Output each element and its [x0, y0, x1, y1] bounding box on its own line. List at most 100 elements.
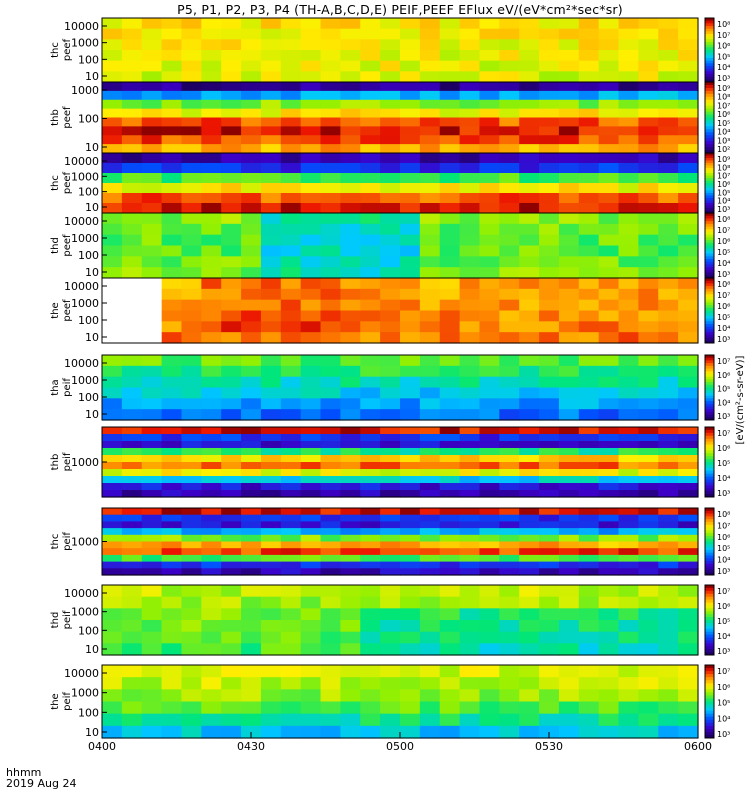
heatmap-cell	[658, 135, 679, 145]
heatmap-cell	[300, 469, 322, 477]
heatmap-cell	[201, 528, 222, 536]
heatmap-cell	[578, 528, 600, 536]
heatmap-cell	[300, 483, 322, 491]
heatmap-cell	[439, 476, 461, 484]
heatmap-cell	[419, 554, 441, 563]
heatmap-cell	[201, 713, 222, 727]
heatmap-cell	[121, 490, 143, 498]
heatmap-cell	[161, 310, 183, 322]
heatmap-cell	[320, 163, 341, 174]
heatmap-cell	[280, 310, 302, 322]
heatmap-cell	[658, 50, 679, 62]
heatmap-cell	[161, 541, 183, 549]
colorbar-swatch	[705, 147, 714, 151]
heatmap-cell	[658, 39, 679, 51]
y-tick-label: 10000	[64, 587, 99, 600]
colorbar-swatch	[705, 438, 714, 443]
colorbar-swatch	[705, 223, 714, 228]
heatmap-cell	[539, 267, 560, 279]
heatmap-cell	[102, 18, 123, 30]
heatmap-cell	[141, 448, 163, 456]
heatmap-cell	[221, 321, 242, 333]
heatmap-cell	[300, 541, 322, 549]
heatmap-cell	[300, 71, 322, 83]
heatmap-cell	[638, 18, 659, 30]
heatmap-cell	[360, 409, 381, 421]
heatmap-cell	[300, 153, 322, 164]
heatmap-cell	[539, 203, 560, 214]
heatmap-cell	[181, 448, 202, 456]
heatmap-cell	[578, 321, 600, 333]
heatmap-cell	[499, 448, 520, 456]
heatmap-cell	[121, 448, 143, 456]
heatmap-cell	[241, 608, 262, 621]
y-tick-label: 100	[78, 314, 99, 327]
heatmap-cell	[181, 90, 202, 101]
heatmap-cell	[638, 554, 659, 563]
panel-label: peif	[62, 378, 73, 397]
heatmap-cell	[658, 665, 679, 678]
colorbar-tick-label: 10⁵	[717, 188, 730, 197]
heatmap-cell	[340, 234, 361, 247]
heatmap-cell	[678, 223, 699, 236]
colorbar-swatch	[705, 530, 714, 534]
heatmap-cell	[141, 462, 163, 470]
heatmap-cell	[380, 299, 401, 312]
heatmap-cell	[439, 508, 461, 516]
heatmap-cell	[419, 18, 441, 30]
heatmap-cell	[678, 689, 699, 703]
colorbar-swatch	[705, 52, 714, 56]
heatmap-cell	[221, 183, 242, 194]
y-tick-label: 1000	[71, 232, 99, 245]
heatmap-cell	[181, 82, 202, 92]
heatmap-cell	[181, 365, 202, 378]
heatmap-cell	[678, 561, 699, 569]
heatmap-cell	[161, 108, 183, 119]
heatmap-cell	[400, 508, 421, 516]
y-tick-label: 100	[78, 706, 99, 719]
heatmap-cell	[141, 355, 163, 367]
heatmap-cell	[241, 427, 262, 435]
colorbar-swatch	[705, 163, 714, 166]
heatmap-cell	[380, 528, 401, 536]
heatmap-cell	[598, 310, 620, 322]
heatmap-cell	[201, 39, 222, 51]
heatmap-cell	[400, 677, 421, 690]
heatmap-cell	[578, 310, 600, 322]
heatmap-cell	[658, 355, 679, 367]
colorbar-tick-label: 10⁴	[717, 128, 730, 137]
heatmap-cell	[360, 310, 381, 322]
heatmap-cell	[280, 99, 302, 110]
heatmap-cell	[658, 153, 679, 164]
heatmap-cell	[102, 521, 123, 529]
heatmap-cell	[439, 82, 461, 92]
heatmap-cell	[459, 355, 481, 367]
heatmap-cell	[280, 321, 302, 333]
heatmap-cell	[419, 434, 441, 442]
heatmap-cell	[499, 548, 520, 556]
heatmap-cell	[181, 203, 202, 214]
heatmap-cell	[181, 469, 202, 477]
colorbar-swatch	[705, 326, 714, 330]
heatmap-cell	[141, 82, 163, 92]
heatmap-cell	[678, 631, 699, 644]
heatmap-cell	[360, 561, 381, 569]
heatmap-cell	[161, 521, 183, 529]
heatmap-cell	[519, 60, 540, 72]
heatmap-cell	[539, 514, 560, 522]
heatmap-cell	[141, 427, 163, 435]
heatmap-cell	[260, 548, 282, 556]
heatmap-cell	[320, 144, 341, 154]
heatmap-cell	[519, 28, 540, 40]
heatmap-cell	[340, 677, 361, 690]
heatmap-cell	[360, 144, 381, 154]
y-tick-label: 10	[85, 331, 99, 344]
heatmap-cell	[439, 387, 461, 399]
heatmap-cell	[340, 561, 361, 569]
heatmap-cell	[300, 462, 322, 470]
heatmap-cell	[658, 256, 679, 268]
heatmap-cell	[340, 469, 361, 477]
x-tick-label: 0600	[684, 740, 712, 753]
heatmap-cell	[439, 183, 461, 194]
colorbar-tick-label: 10⁵	[717, 544, 730, 553]
